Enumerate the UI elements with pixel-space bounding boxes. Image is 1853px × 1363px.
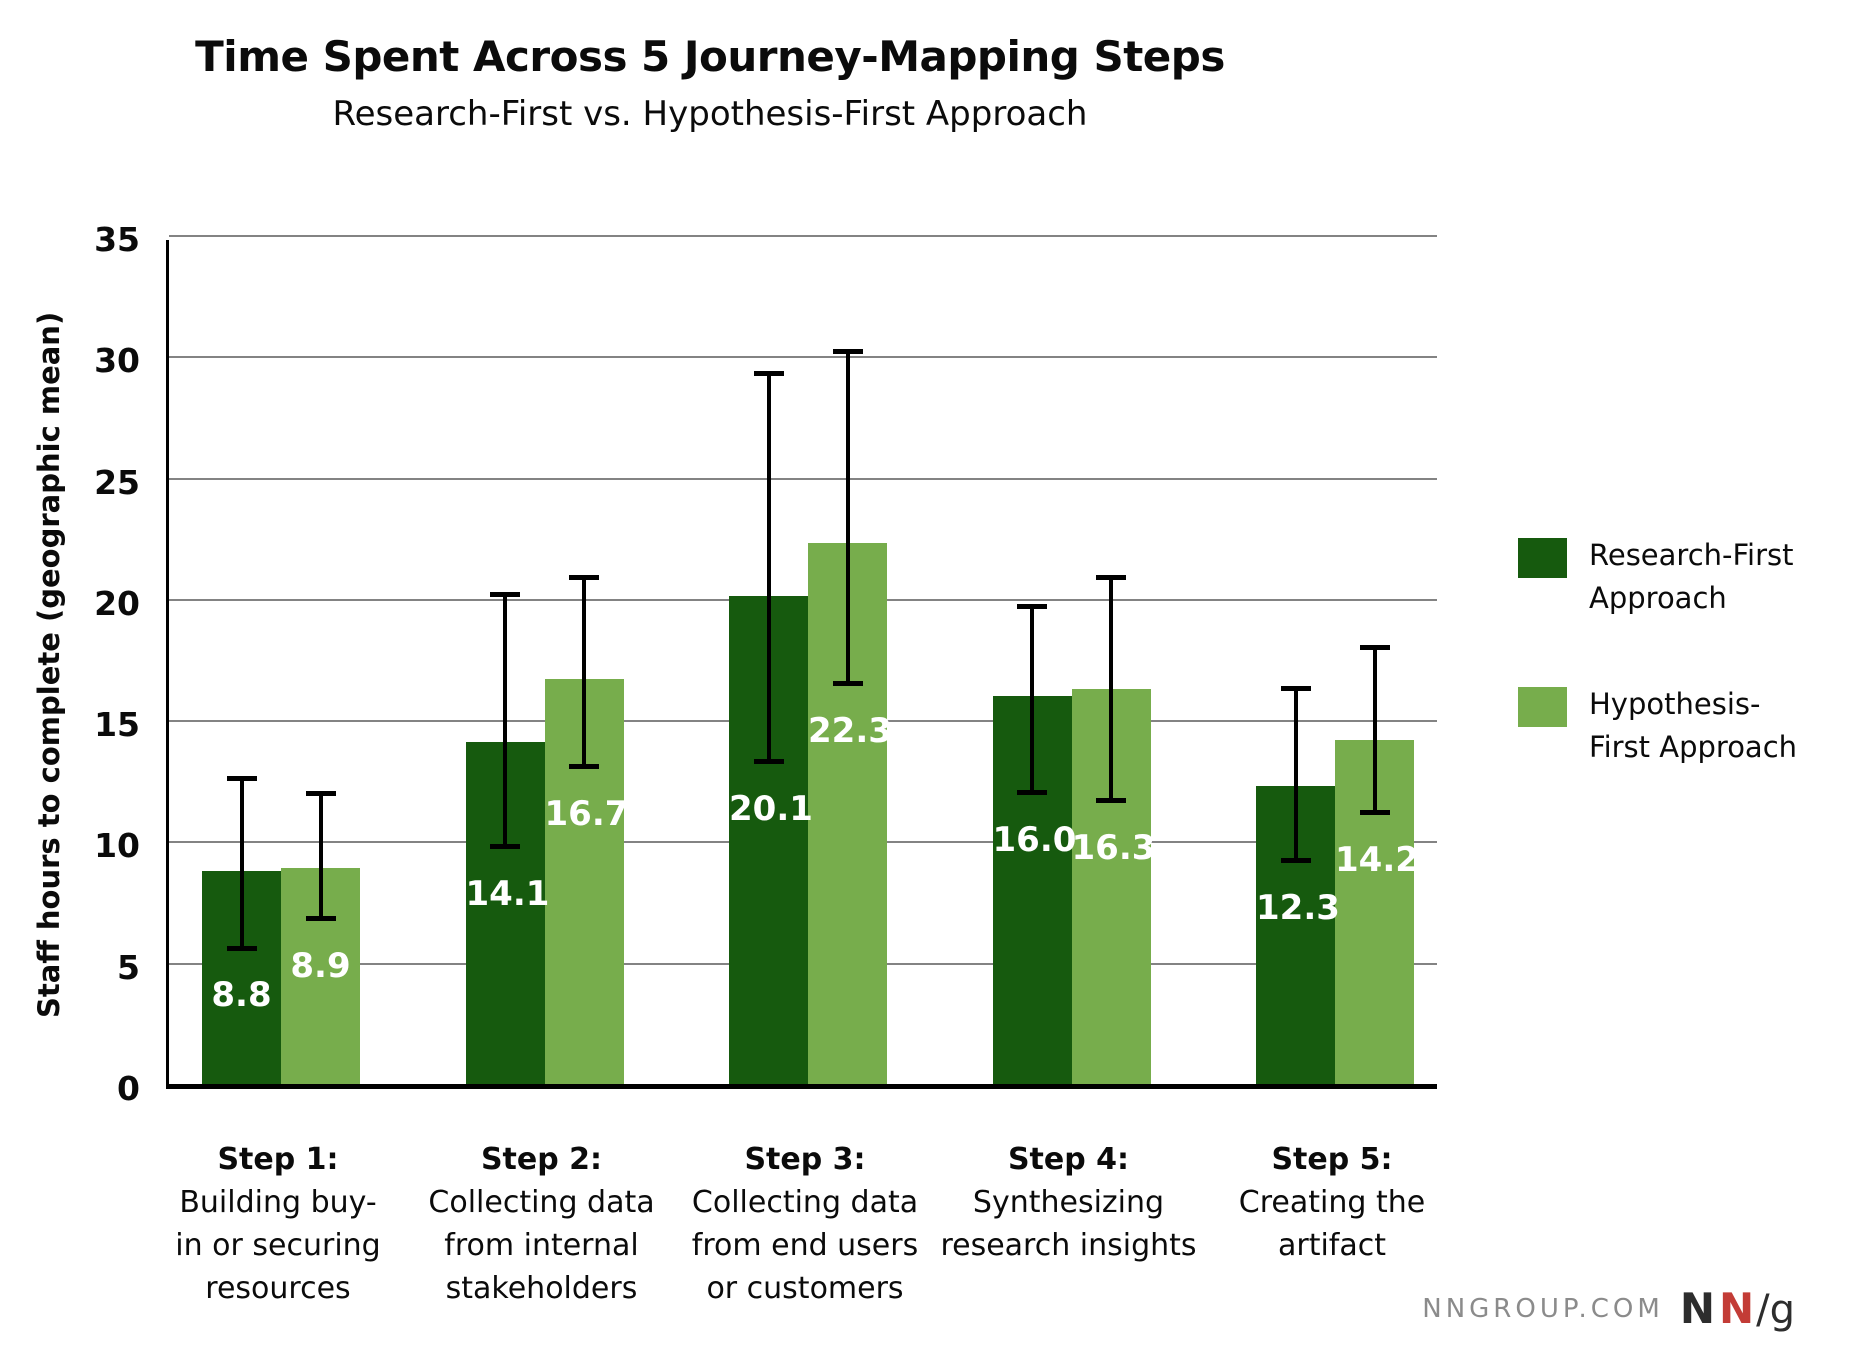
bar-value-label: 16.0 (992, 820, 1077, 861)
x-axis-labels: Step 1: Building buy-in or securing resour… (166, 1138, 1437, 1338)
bar-value-label: 14.2 (1335, 839, 1419, 880)
y-axis-tick: 10 (94, 826, 140, 866)
bar-value-label: 16.7 (544, 793, 629, 834)
x-axis-label-line: research insights (940, 1228, 1197, 1263)
error-bar-cap-top (1096, 574, 1126, 580)
x-axis-label-line: Collecting data (428, 1185, 655, 1220)
bar-value-label: 14.1 (465, 873, 550, 914)
error-bar-cap-bottom (753, 758, 784, 764)
x-axis-label-line: from internal (444, 1228, 639, 1263)
nng-logo-n-black: N (1679, 1284, 1715, 1333)
y-axis-tick: 15 (94, 705, 140, 745)
x-axis-label-line: in or securing (175, 1228, 381, 1263)
error-bar-cap-top (490, 591, 520, 597)
x-axis-label-step-2: Step 2: Collecting data from internal stake… (392, 1138, 692, 1310)
x-axis-label-line: artifact (1277, 1228, 1387, 1263)
legend-item-research-first: Research-First Approach (1518, 538, 1819, 620)
legend-swatch-hypothesis-first (1518, 687, 1567, 727)
x-axis-label-line: resources (205, 1271, 351, 1306)
legend-label-research-first: Research-First Approach (1589, 538, 1794, 615)
bar-value-label: 8.9 (290, 946, 351, 987)
x-axis-label-step-5: Step 5: Creating the artifact (1182, 1138, 1482, 1267)
error-bar-cap-bottom (832, 681, 863, 687)
error-bar (845, 349, 850, 687)
legend-swatch-research-first (1518, 538, 1567, 578)
error-bar (239, 775, 244, 951)
x-axis-label-step-4: Step 4: Synthesizing research insights (919, 1138, 1219, 1267)
x-axis-label-line: Synthesizing (972, 1185, 1165, 1220)
bar-value-label: 20.1 (729, 788, 813, 829)
error-bar-cap-top (569, 574, 599, 580)
error-bar (766, 370, 771, 764)
x-axis-label-line: from end users (691, 1228, 919, 1263)
nng-logo: N N /g (1680, 1284, 1795, 1333)
error-bar-cap-bottom (1017, 790, 1047, 796)
nng-logo-slash-g: /g (1756, 1287, 1795, 1333)
error-bar-cap-bottom (305, 916, 336, 922)
error-bar-cap-bottom (490, 843, 520, 849)
x-axis-label-step-title: Step 5: (1271, 1142, 1393, 1177)
x-axis-label-line: Building buy- (179, 1185, 377, 1220)
error-bar-cap-top (753, 370, 784, 376)
error-bar (1293, 686, 1298, 864)
error-bar-cap-top (226, 775, 257, 781)
error-bar-cap-bottom (1359, 809, 1390, 815)
x-axis-label-step-title: Step 2: (480, 1142, 603, 1177)
x-axis-label-step-title: Step 3: (744, 1142, 866, 1177)
y-axis-tick: 25 (94, 462, 140, 502)
error-bar-cap-top (832, 349, 863, 355)
y-axis-tick: 20 (94, 583, 140, 623)
error-bar-cap-top (305, 790, 336, 796)
error-bar (1372, 644, 1377, 815)
error-bar-cap-bottom (569, 763, 599, 769)
bar-value-label: 12.3 (1256, 888, 1340, 929)
error-bar-cap-bottom (226, 945, 257, 951)
x-axis-label-step-3: Step 3: Collecting data from end users or c… (655, 1138, 955, 1310)
error-bar-cap-top (1280, 686, 1311, 692)
y-axis-tick: 30 (94, 341, 140, 381)
x-axis-label-line: or customers (706, 1271, 904, 1306)
error-bar (582, 574, 586, 769)
x-axis-label-line: Collecting data (691, 1185, 919, 1220)
error-bar-cap-top (1359, 644, 1390, 650)
footer-site-text: NNGROUP.COM (1422, 1293, 1664, 1324)
plot-area: 8.8 8.9 14.1 16.7 20.1 22.3 16.0 16.3 12.3 14.2 (166, 235, 1437, 1089)
bar-value-label: 22.3 (808, 711, 892, 752)
error-bar (1030, 603, 1034, 796)
error-bar (503, 591, 507, 849)
chart-subtitle: Research-First vs. Hypothesis-First Appr… (332, 94, 1088, 134)
nng-logo-n-red: N (1718, 1284, 1755, 1333)
error-bar-cap-bottom (1280, 858, 1311, 864)
error-bar (1109, 574, 1113, 803)
x-axis-label-step-1: Step 1: Building buy-in or securing resour… (128, 1138, 428, 1310)
gridline (169, 477, 1437, 480)
y-axis-tick: 35 (94, 220, 140, 259)
error-bar-cap-top (1017, 603, 1047, 609)
x-axis-label-line: Creating the (1238, 1185, 1426, 1220)
chart-title: Time Spent Across 5 Journey-Mapping Step… (195, 32, 1225, 81)
x-axis-label-step-title: Step 4: (1007, 1142, 1130, 1177)
bar-value-label: 8.8 (211, 975, 272, 1016)
x-axis-label-line: stakeholders (445, 1271, 638, 1306)
legend-item-hypothesis-first: Hypothesis-First Approach (1518, 687, 1819, 769)
legend-label-hypothesis-first: Hypothesis-First Approach (1589, 687, 1798, 764)
y-axis-ticks: 0 5 10 15 20 25 30 35 (0, 222, 140, 1107)
gridline (169, 356, 1437, 359)
bar-value-label: 16.3 (1071, 827, 1156, 868)
gridline (169, 235, 1437, 237)
error-bar (318, 790, 323, 922)
error-bar-cap-bottom (1096, 797, 1126, 803)
x-axis-label-step-title: Step 1: (217, 1142, 339, 1177)
y-axis-tick: 0 (117, 1069, 140, 1108)
y-axis-tick: 5 (117, 947, 140, 987)
footer: NNGROUP.COM N N /g (1422, 1284, 1795, 1333)
